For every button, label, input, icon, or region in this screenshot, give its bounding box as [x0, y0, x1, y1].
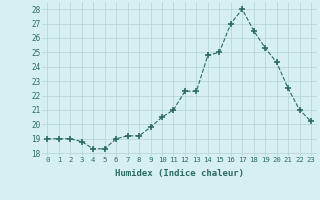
X-axis label: Humidex (Indice chaleur): Humidex (Indice chaleur) — [115, 169, 244, 178]
